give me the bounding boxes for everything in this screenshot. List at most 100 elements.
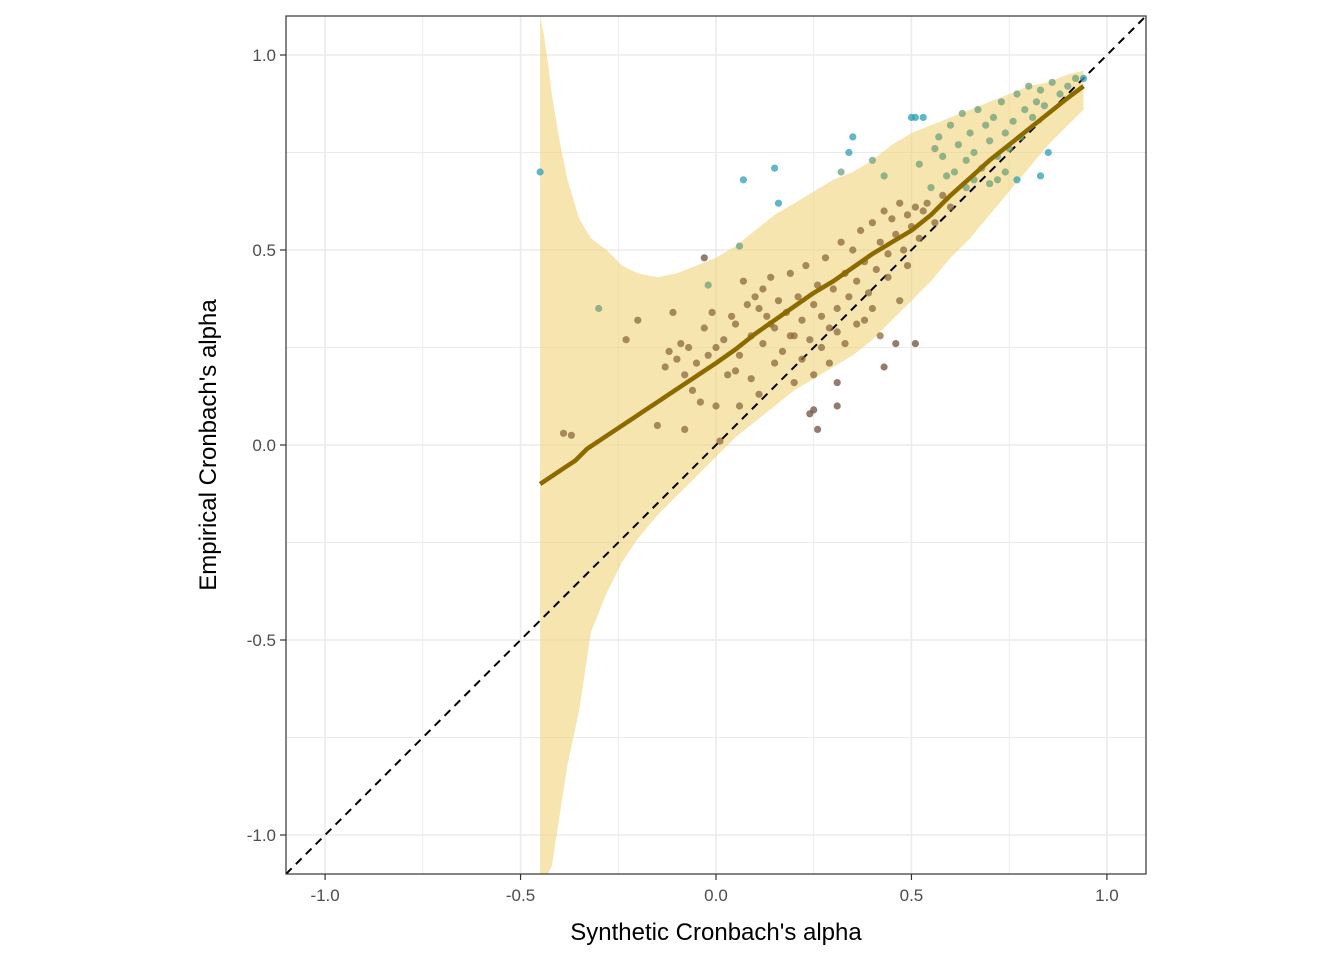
- data-point: [810, 371, 818, 379]
- data-point: [993, 176, 1002, 184]
- data-point: [735, 402, 744, 410]
- data-point: [786, 269, 794, 277]
- data-point: [939, 152, 947, 160]
- x-tick-label: 1.0: [1095, 886, 1119, 905]
- data-point: [810, 301, 818, 309]
- data-point: [774, 297, 783, 305]
- data-point: [837, 238, 845, 246]
- data-point: [567, 431, 576, 439]
- reference-line-layer: [286, 16, 1146, 874]
- fit-line-layer: [538, 84, 1085, 486]
- data-point: [712, 343, 720, 352]
- data-point: [1009, 117, 1017, 125]
- identity-reference-line: [286, 16, 1146, 874]
- data-point: [841, 340, 849, 348]
- data-point: [755, 304, 763, 313]
- data-point: [997, 98, 1006, 106]
- data-point: [868, 304, 877, 313]
- data-point: [1001, 129, 1009, 137]
- x-tick-label: -0.5: [506, 886, 535, 905]
- data-point: [1032, 98, 1041, 106]
- data-point: [661, 363, 669, 371]
- data-point: [1036, 172, 1045, 180]
- data-point: [857, 226, 865, 235]
- data-point: [743, 301, 751, 309]
- data-point: [622, 336, 630, 344]
- data-point: [817, 312, 826, 320]
- data-point: [688, 386, 697, 394]
- data-point: [735, 242, 744, 250]
- data-point: [685, 343, 693, 352]
- data-point: [802, 262, 810, 270]
- data-point: [927, 184, 935, 192]
- data-point: [833, 328, 841, 336]
- data-point: [923, 199, 931, 207]
- x-tick-label: 0.0: [704, 886, 728, 905]
- data-point: [946, 121, 955, 129]
- data-point: [833, 379, 841, 387]
- data-point: [677, 340, 685, 348]
- points-layer: [536, 74, 1088, 445]
- data-point: [817, 343, 826, 352]
- data-point: [853, 277, 861, 285]
- data-point: [860, 316, 869, 324]
- data-point: [974, 106, 982, 114]
- data-point: [692, 359, 701, 367]
- data-point: [771, 164, 779, 172]
- data-point: [915, 160, 923, 168]
- y-tick-label: 0.5: [252, 241, 276, 260]
- data-point: [751, 293, 759, 301]
- data-point: [1013, 90, 1021, 98]
- data-point: [665, 347, 673, 355]
- x-tick-label: 0.5: [900, 886, 924, 905]
- data-point: [595, 304, 603, 313]
- data-point: [833, 402, 841, 410]
- data-point: [880, 172, 888, 180]
- data-point: [954, 141, 963, 149]
- data-point: [829, 285, 837, 293]
- data-point: [1044, 148, 1052, 157]
- data-point: [911, 113, 920, 121]
- data-point: [810, 406, 818, 414]
- data-point: [931, 219, 939, 227]
- data-point: [845, 148, 853, 157]
- x-axis-title: Synthetic Cronbach's alpha: [570, 919, 862, 946]
- data-point: [724, 371, 732, 379]
- data-point: [747, 375, 755, 383]
- data-point: [849, 133, 857, 141]
- data-point: [786, 332, 794, 340]
- data-point: [931, 145, 939, 153]
- data-point: [876, 238, 884, 246]
- data-point: [868, 156, 877, 164]
- y-tick-label: -0.5: [247, 631, 276, 650]
- data-point: [771, 359, 779, 367]
- data-point: [739, 176, 748, 184]
- data-point: [1021, 106, 1029, 114]
- data-point: [825, 324, 834, 332]
- data-point: [884, 250, 892, 258]
- data-point: [872, 265, 880, 274]
- data-point: [919, 207, 927, 215]
- data-point: [864, 289, 873, 297]
- data-point: [986, 137, 994, 145]
- data-point: [798, 355, 806, 363]
- x-tick-label: -1.0: [310, 886, 339, 905]
- data-point: [825, 359, 834, 367]
- data-point: [700, 324, 708, 332]
- data-point: [814, 425, 822, 433]
- data-point: [681, 425, 689, 433]
- data-point: [704, 351, 712, 359]
- data-point: [712, 402, 720, 410]
- data-point: [880, 207, 888, 215]
- data-point: [759, 285, 767, 293]
- data-point: [735, 351, 744, 359]
- data-point: [849, 246, 857, 254]
- data-point: [696, 398, 705, 406]
- data-point: [731, 320, 740, 328]
- data-point: [833, 304, 841, 313]
- data-point: [1072, 74, 1080, 82]
- data-point: [868, 219, 877, 227]
- data-point: [774, 199, 783, 207]
- y-axis-title: Empirical Cronbach's alpha: [195, 299, 222, 591]
